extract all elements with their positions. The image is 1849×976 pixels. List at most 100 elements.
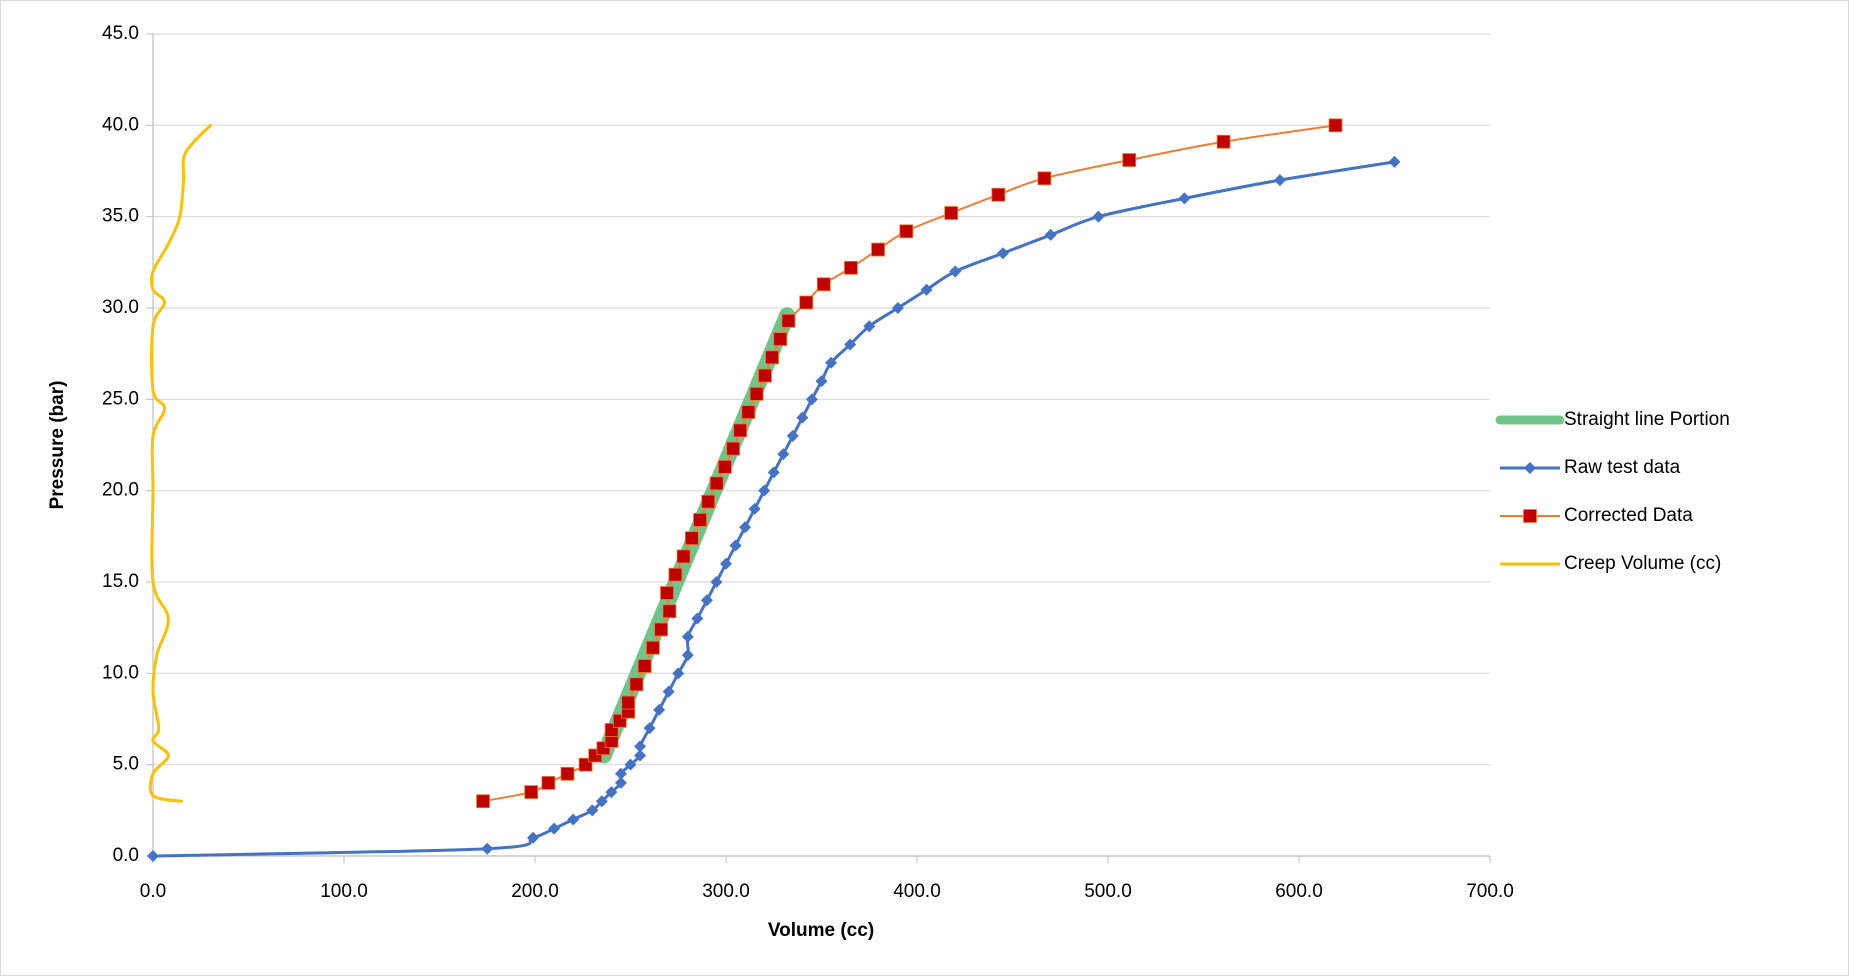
y-tick-label: 45.0 <box>102 23 139 44</box>
data-point <box>871 242 885 257</box>
data-point <box>739 521 752 534</box>
data-point <box>637 659 652 673</box>
data-point <box>654 622 668 637</box>
data-point <box>709 476 724 491</box>
y-tick-label: 5.0 <box>113 754 139 775</box>
legend-label: Straight line Portion <box>1564 409 1730 430</box>
data-point <box>1044 228 1057 241</box>
x-tick-label: 300.0 <box>702 881 750 902</box>
data-point <box>805 393 818 406</box>
data-point <box>691 612 704 625</box>
data-point <box>700 594 713 607</box>
data-point <box>949 265 962 278</box>
series-line <box>148 123 212 803</box>
data-point <box>710 576 723 588</box>
data-point <box>621 695 636 710</box>
data-point <box>799 295 814 310</box>
y-tick-label: 35.0 <box>102 206 139 227</box>
data-point <box>541 776 556 790</box>
data-point <box>629 677 644 692</box>
data-point <box>729 539 742 552</box>
legend-marker <box>1523 509 1537 523</box>
data-point <box>527 831 540 844</box>
data-point <box>758 484 771 497</box>
data-point <box>676 549 691 564</box>
data-point <box>920 283 933 296</box>
y-tick-label: 25.0 <box>102 388 139 409</box>
legend-label: Corrected Data <box>1564 505 1693 526</box>
data-point <box>662 604 677 619</box>
data-point <box>567 813 580 826</box>
data-point <box>773 332 788 346</box>
data-point <box>863 320 876 333</box>
data-point <box>653 703 666 716</box>
data-point <box>1216 134 1231 149</box>
data-point <box>991 187 1006 202</box>
data-point <box>147 850 159 862</box>
y-tick-label: 0.0 <box>113 845 139 866</box>
data-point <box>1178 192 1191 205</box>
data-point <box>624 758 637 771</box>
x-tick-label: 100.0 <box>320 881 368 902</box>
data-point <box>1122 153 1137 167</box>
data-point <box>1092 210 1105 223</box>
x-tick-label: 200.0 <box>511 881 559 902</box>
data-point <box>749 386 764 401</box>
data-point <box>681 630 694 643</box>
data-point <box>681 649 694 662</box>
x-tick-label: 500.0 <box>1084 881 1132 902</box>
data-point <box>1037 171 1052 186</box>
data-point <box>781 313 796 328</box>
data-point <box>733 423 748 438</box>
data-point <box>668 567 683 582</box>
data-point <box>815 375 828 388</box>
x-tick-label: 0.0 <box>140 881 166 902</box>
data-point <box>595 795 608 808</box>
data-point <box>560 766 575 781</box>
data-point <box>844 260 858 275</box>
data-point <box>758 368 772 383</box>
data-point <box>726 441 740 456</box>
y-axis-title: Pressure (bar) <box>47 381 68 510</box>
data-point <box>748 502 761 515</box>
data-point <box>662 685 675 698</box>
data-point <box>891 302 904 314</box>
legend-label: Raw test data <box>1564 457 1681 478</box>
data-point <box>672 667 685 680</box>
data-point <box>476 794 490 809</box>
x-axis-title: Volume (cc) <box>768 920 874 941</box>
y-tick-label: 40.0 <box>102 114 139 135</box>
x-tick-label: 400.0 <box>893 881 941 902</box>
data-point <box>1388 155 1401 168</box>
data-point <box>605 786 618 799</box>
x-tick-label: 700.0 <box>1466 881 1514 902</box>
data-point <box>586 804 599 817</box>
y-tick-label: 10.0 <box>102 662 139 683</box>
data-point <box>717 460 732 474</box>
data-point <box>645 640 660 655</box>
data-point <box>944 206 959 220</box>
data-point <box>684 531 699 546</box>
data-point <box>660 586 674 600</box>
data-point <box>634 749 647 762</box>
legend-label: Creep Volume (cc) <box>1564 553 1721 574</box>
data-point <box>844 338 857 351</box>
data-point <box>548 822 561 835</box>
y-tick-label: 20.0 <box>102 480 139 501</box>
y-tick-label: 15.0 <box>102 571 139 592</box>
data-point <box>816 277 831 292</box>
legend-marker <box>1524 462 1536 474</box>
data-point <box>634 740 647 753</box>
data-point <box>693 512 707 527</box>
data-point <box>1328 118 1343 133</box>
data-point <box>825 356 838 369</box>
data-point <box>741 405 756 420</box>
data-point <box>614 776 627 789</box>
data-point <box>614 767 627 780</box>
data-point <box>720 557 732 570</box>
data-point <box>786 429 799 442</box>
data-point <box>765 350 779 365</box>
